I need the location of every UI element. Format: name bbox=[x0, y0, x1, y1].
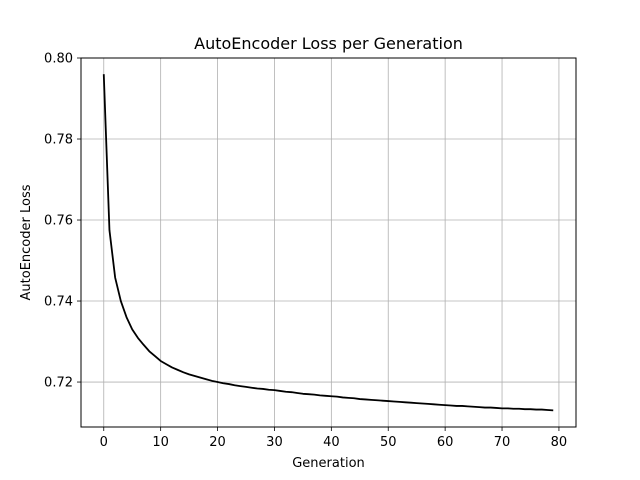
loss-line bbox=[102, 74, 554, 412]
series-layer bbox=[102, 74, 554, 412]
y-tick-label: 0.80 bbox=[44, 52, 73, 67]
x-tick-label: 40 bbox=[323, 435, 340, 450]
chart-title: AutoEncoder Loss per Generation bbox=[194, 34, 463, 53]
x-tick-label: 0 bbox=[100, 435, 108, 450]
y-tick-label: 0.78 bbox=[44, 133, 73, 148]
ticks: 0 10 20 30 40 50 60 70 80 0.72 0.74 0.76 0.78 0.80 bbox=[44, 52, 567, 451]
x-tick-label: 70 bbox=[494, 435, 511, 450]
x-tick-label: 80 bbox=[551, 435, 568, 450]
y-tick-label: 0.76 bbox=[44, 214, 73, 229]
x-tick-label: 10 bbox=[152, 435, 169, 450]
x-tick-label: 30 bbox=[266, 435, 283, 450]
y-tick-label: 0.72 bbox=[44, 376, 73, 391]
y-tick-label: 0.74 bbox=[44, 295, 73, 310]
x-tick-label: 60 bbox=[437, 435, 454, 450]
x-axis-label: Generation bbox=[292, 456, 365, 471]
plot-frame bbox=[80, 57, 577, 428]
y-axis-label: AutoEncoder Loss bbox=[19, 184, 34, 300]
x-tick-label: 20 bbox=[209, 435, 226, 450]
x-tick-label: 50 bbox=[380, 435, 397, 450]
